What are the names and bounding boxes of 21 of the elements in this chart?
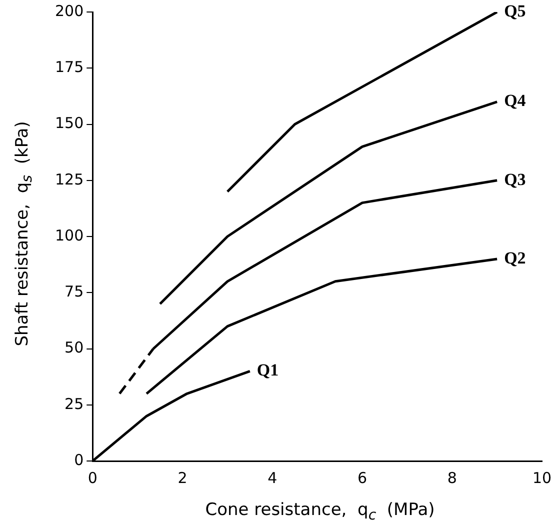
x-tick-label: 2: [178, 468, 188, 487]
y-tick-label: 0: [74, 450, 84, 469]
x-tick-label: 6: [357, 468, 368, 487]
series-label: Q2: [504, 248, 526, 268]
x-axis-title: Cone resistance, q$_{c}$ (MPa): [204, 500, 436, 524]
x-tick-label: 0: [88, 468, 98, 487]
series-label: Q4: [504, 91, 526, 110]
y-tick-label: 100: [54, 226, 84, 244]
y-tick-label: 25: [64, 394, 84, 413]
y-tick-label: 75: [64, 282, 84, 301]
series-label: Q3: [504, 170, 526, 189]
y-tick-label: 150: [54, 114, 84, 132]
y-tick-label: 175: [54, 58, 84, 76]
x-tick-label: 4: [268, 468, 278, 487]
y-tick-label: 125: [54, 170, 84, 188]
y-tick-label: 50: [64, 338, 84, 357]
series-label: Q5: [504, 1, 526, 20]
series-label: Q1: [256, 360, 279, 380]
x-tick-label: 8: [447, 468, 457, 487]
y-tick-label: 200: [54, 2, 84, 20]
x-tick-label: 10: [532, 468, 552, 487]
